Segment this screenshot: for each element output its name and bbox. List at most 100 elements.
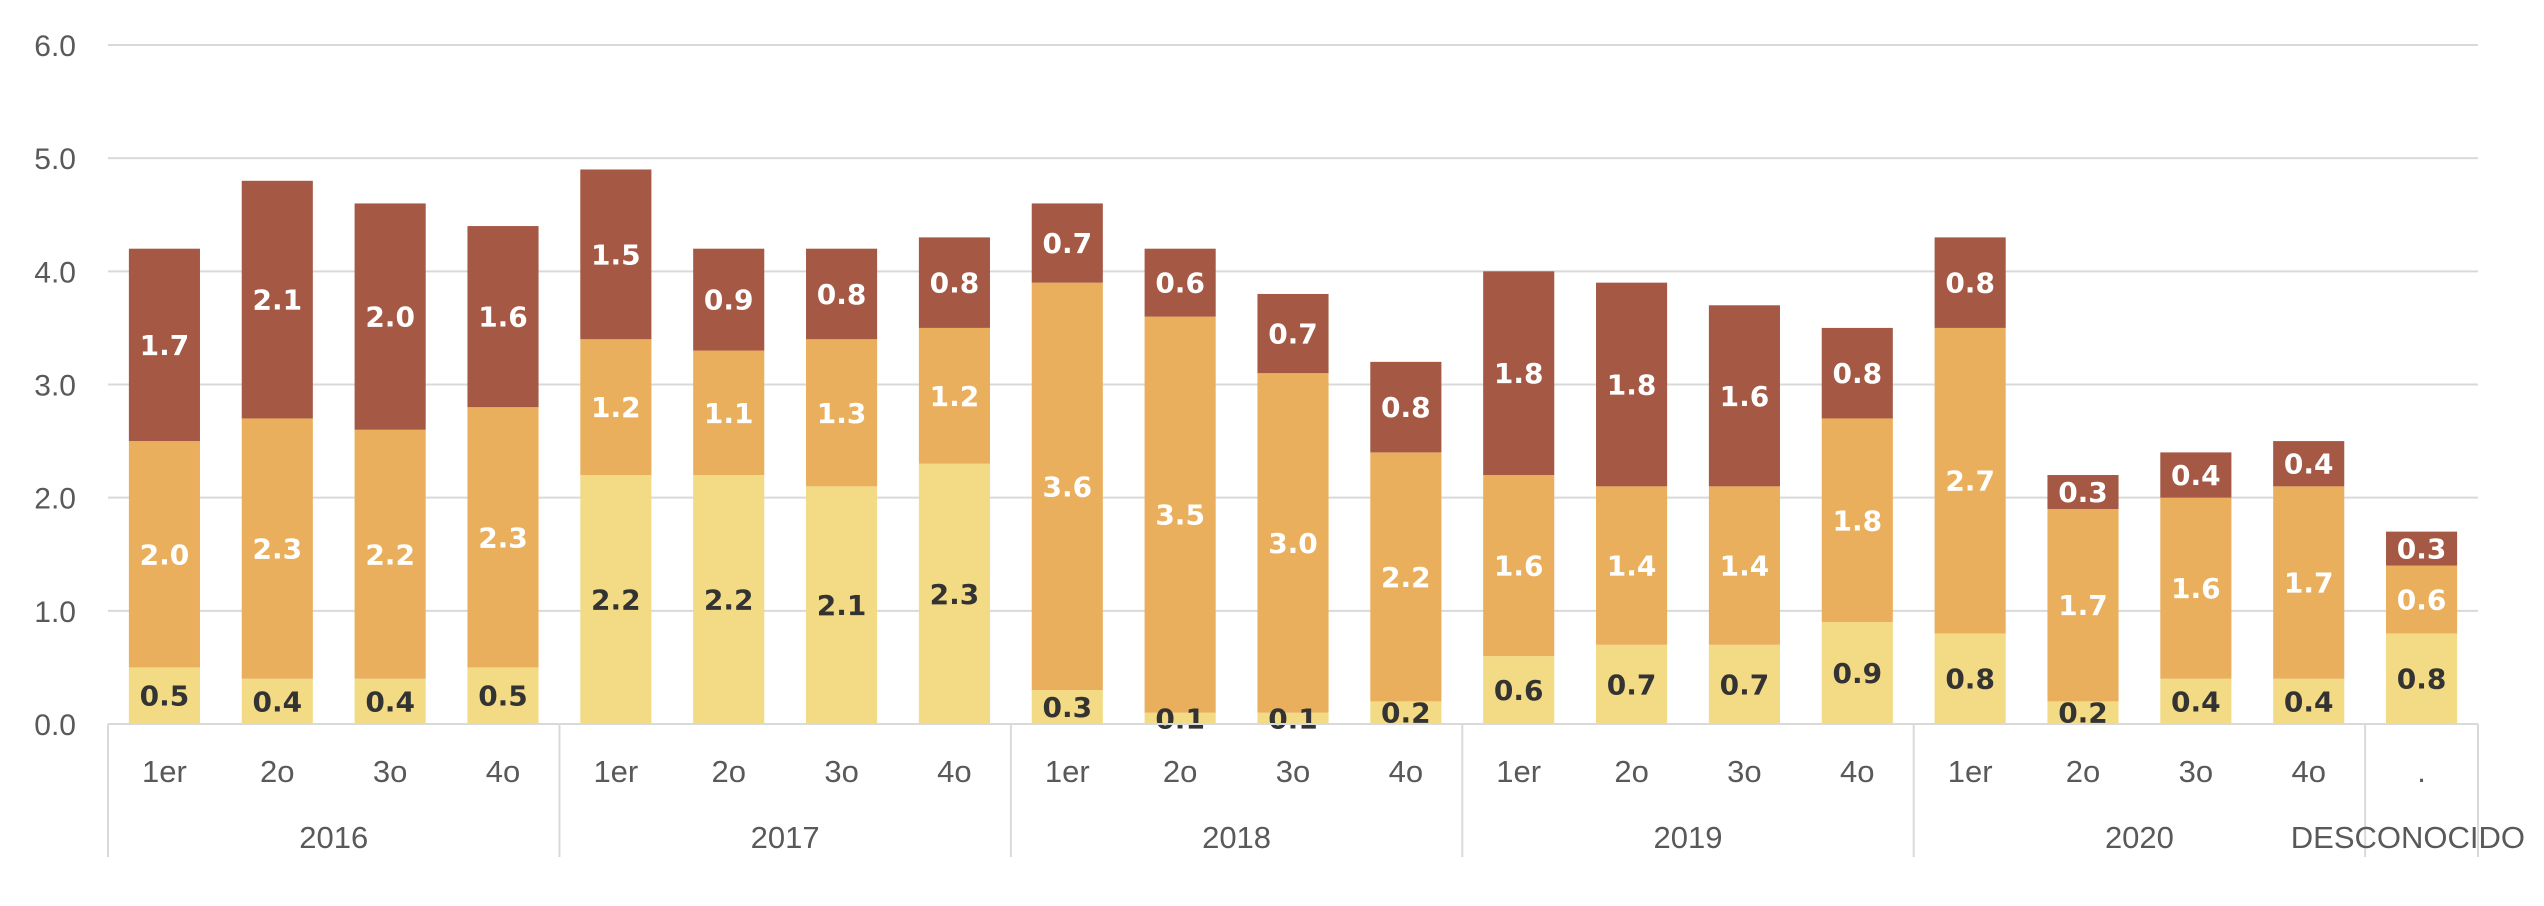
bar-segment (580, 475, 652, 724)
bar-segment (1596, 486, 1668, 645)
data-label: 0.4 (2284, 685, 2334, 718)
x-category-label: 1er (142, 754, 187, 789)
data-label: 2.2 (591, 584, 641, 617)
x-category-label: 1er (1948, 754, 1993, 789)
data-label: 0.5 (140, 680, 190, 713)
x-group-label: 2016 (299, 820, 368, 855)
bar-segment (1821, 622, 1893, 724)
x-group-label: 2020 (2105, 820, 2174, 855)
data-label: 0.8 (1945, 267, 1995, 300)
bars (128, 169, 2458, 724)
bar-segment (1144, 712, 1216, 724)
bar-segment (1257, 712, 1329, 724)
x-category-label: 3o (824, 754, 858, 789)
data-label: 0.8 (1381, 391, 1431, 424)
x-category-label: 4o (937, 754, 971, 789)
bar-segment (354, 203, 426, 430)
x-category-label: 1er (1045, 754, 1090, 789)
bar-segment (1144, 316, 1216, 713)
bar-segment (806, 339, 878, 487)
x-group-label: 2018 (1202, 820, 1271, 855)
bar-segment (693, 475, 765, 724)
bar-segment (467, 226, 539, 408)
data-label: 2.7 (1945, 465, 1995, 498)
data-label: 1.4 (1720, 550, 1770, 583)
data-label: 0.8 (1832, 357, 1882, 390)
data-label: 0.6 (1155, 267, 1205, 300)
bar-segment (1257, 373, 1329, 713)
x-category-label: 2o (260, 754, 294, 789)
bar-segment (2047, 701, 2119, 724)
x-category-label: 2o (711, 754, 745, 789)
bar-segment (354, 429, 426, 679)
data-label: 1.8 (1832, 504, 1882, 537)
x-group-label: 2017 (751, 820, 820, 855)
x-category-label: 3o (373, 754, 407, 789)
bar-segment (1596, 282, 1668, 487)
data-label: 1.5 (591, 238, 641, 271)
bar-segment (2273, 486, 2345, 679)
bar-segment (354, 678, 426, 724)
bar-segment (1483, 656, 1555, 724)
y-tick-label: 0.0 (34, 709, 76, 742)
x-category-label: 2o (1163, 754, 1197, 789)
data-label: 2.1 (252, 284, 302, 317)
bar-segment (1708, 305, 1780, 487)
data-label: 0.6 (2397, 584, 2447, 617)
bar-segment (1708, 644, 1780, 724)
x-category-label: 1er (1496, 754, 1541, 789)
bar-segment (1821, 327, 1893, 419)
data-label: 2.2 (365, 538, 415, 571)
data-label: 0.1 (1268, 702, 1318, 735)
data-label: 1.6 (1494, 550, 1544, 583)
data-label: 0.4 (252, 685, 302, 718)
bar-segment (580, 169, 652, 340)
x-category-label: 2o (2066, 754, 2100, 789)
y-tick-label: 4.0 (34, 256, 76, 289)
y-tick-label: 2.0 (34, 483, 76, 516)
bar-segment (1370, 701, 1442, 724)
data-label: 3.5 (1155, 499, 1205, 532)
data-label: 0.7 (1607, 668, 1657, 701)
bar-segment (128, 667, 200, 724)
bar-segment (1031, 203, 1103, 283)
bar-segment (128, 441, 200, 668)
bar-segment (1370, 361, 1442, 453)
data-label: 0.8 (2397, 663, 2447, 696)
x-category-label: 4o (1389, 754, 1423, 789)
bar-segment (2273, 441, 2345, 487)
data-label: 2.0 (140, 538, 190, 571)
data-label: 1.2 (930, 380, 980, 413)
bar-segment (2386, 633, 2458, 724)
bar-segment (918, 327, 990, 464)
bar-segment (1934, 327, 2006, 634)
data-label: 0.4 (2171, 459, 2221, 492)
data-label: 3.6 (1042, 470, 1092, 503)
x-category-label: 4o (1840, 754, 1874, 789)
x-category-label: 1er (593, 754, 638, 789)
y-tick-label: 6.0 (34, 30, 76, 63)
data-label: 1.3 (817, 397, 867, 430)
bar-segment (1483, 271, 1555, 476)
bar-segment (1031, 282, 1103, 691)
bar-segment (806, 248, 878, 340)
bar-segment (2160, 497, 2232, 679)
data-label: 0.4 (2171, 685, 2221, 718)
data-label: 0.9 (1832, 657, 1882, 690)
bar-segment (2047, 475, 2119, 509)
bar-segment (2386, 565, 2458, 634)
data-label: 1.1 (704, 397, 754, 430)
data-label: 2.3 (930, 578, 980, 611)
data-label: 1.2 (591, 391, 641, 424)
x-category-label: 4o (486, 754, 520, 789)
data-label: 0.3 (1042, 691, 1092, 724)
data-label: 2.2 (704, 584, 754, 617)
bar-segment (693, 350, 765, 476)
x-category-label: 3o (1276, 754, 1310, 789)
data-labels: 0.5 2.0 1.7 0.4 2.3 2.1 0.4 2.2 2.0 0.5 2.3 1.6 2.2 1… (140, 227, 2447, 735)
data-label: 2.3 (478, 521, 528, 554)
bar-segment (693, 248, 765, 351)
bar-segment (1708, 486, 1780, 645)
bar-segment (128, 248, 200, 442)
